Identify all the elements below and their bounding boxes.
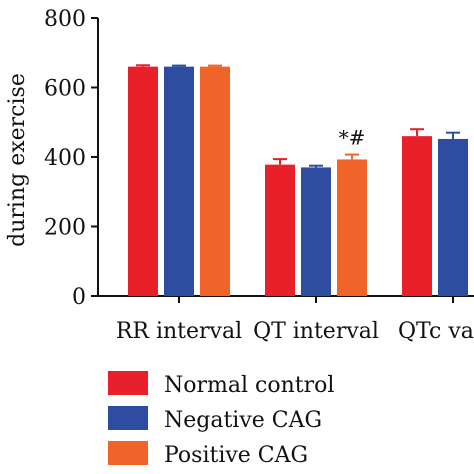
legend-label: Negative CAG [164, 408, 322, 433]
axes: 0 200 400 600 800 [44, 7, 474, 310]
y-tick-label: 400 [44, 146, 86, 171]
legend-swatch [108, 406, 148, 430]
legend-label: Positive CAG [164, 443, 308, 468]
bar [301, 167, 331, 296]
x-tick-label: QT interval [253, 319, 379, 344]
y-tick-label: 0 [72, 285, 86, 310]
legend: Normal control Negative CAG Positive CAG [108, 371, 334, 468]
legend-label: Normal control [164, 373, 334, 398]
x-tick-label: QTc va [398, 319, 474, 344]
legend-swatch [108, 441, 148, 465]
legend-swatch [108, 371, 148, 395]
bar [128, 66, 158, 297]
category-labels: RR interval QT interval QTc va [116, 319, 474, 344]
y-tick-label: 800 [44, 7, 86, 32]
bar [337, 159, 367, 296]
bars: *# [128, 64, 468, 297]
bar [265, 164, 295, 296]
y-axis-label: during exercise [5, 73, 30, 247]
bar [402, 136, 432, 296]
y-tick-label: 600 [44, 77, 86, 102]
x-tick-label: RR interval [116, 319, 242, 344]
bar [200, 66, 230, 297]
significance-annotation: *# [339, 126, 366, 150]
y-tick-label: 200 [44, 216, 86, 241]
bar [164, 66, 194, 297]
bar [438, 138, 468, 296]
